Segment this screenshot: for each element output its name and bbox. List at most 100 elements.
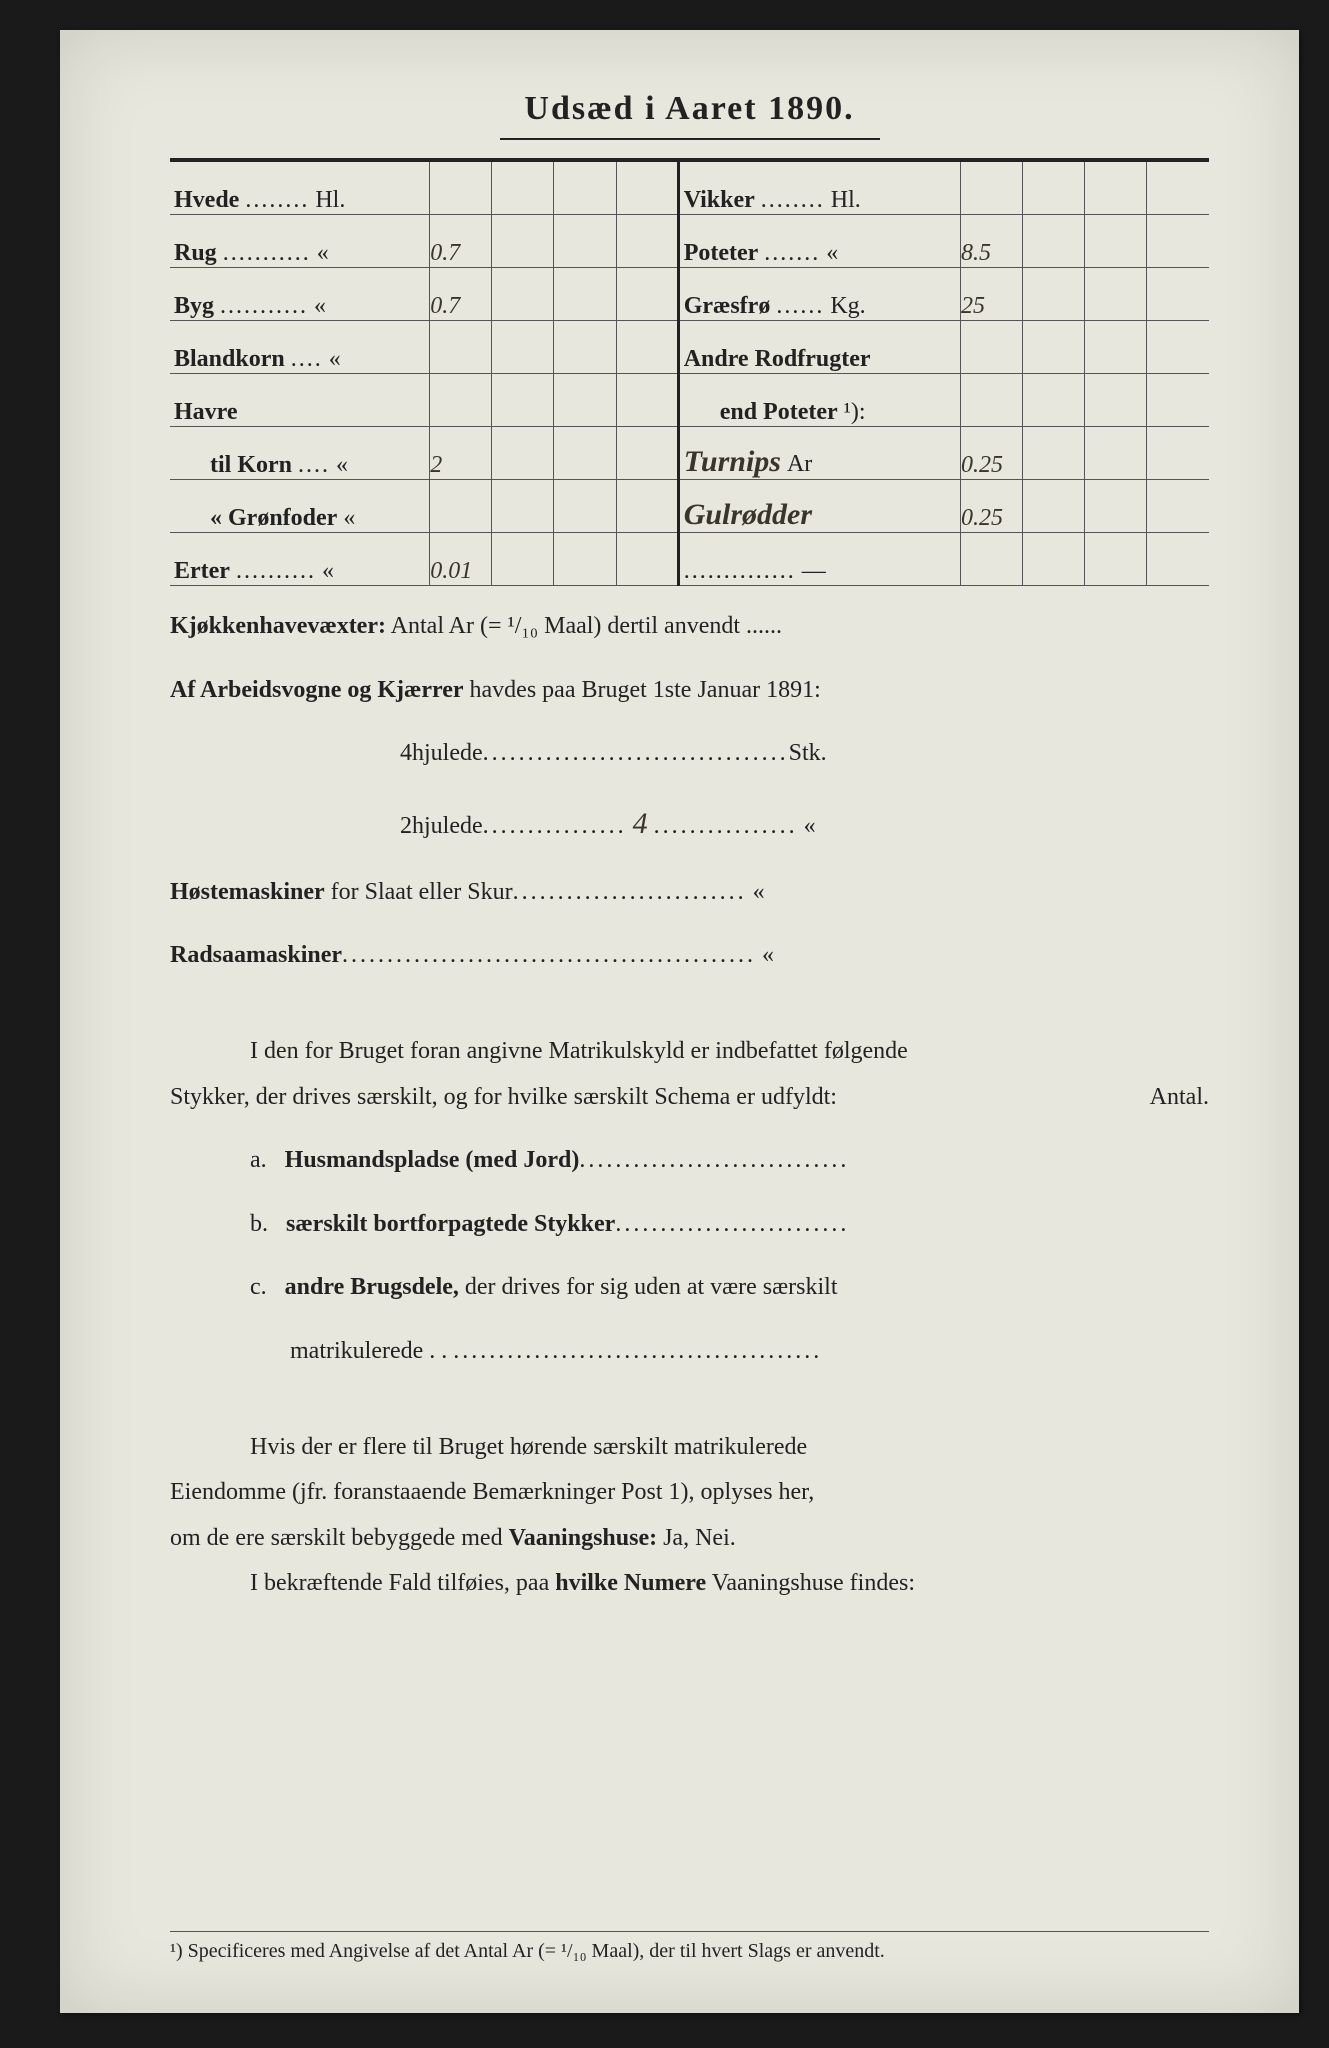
para1-line2: Stykker, der drives særskilt, og for hvi… (170, 1075, 1209, 1121)
grid-cell (1085, 374, 1147, 427)
grid-cell (492, 374, 554, 427)
crop-label-right: Græsfrø ...... Kg. (678, 268, 960, 321)
crop-label-left: Blandkorn .... « (170, 321, 430, 374)
radsaa-line: Radsaamaskiner .........................… (170, 933, 1209, 979)
grid-cell (1147, 268, 1209, 321)
dots: .......................... (615, 1202, 849, 1248)
grid-cell (554, 533, 616, 586)
grid-cell (1023, 374, 1085, 427)
crop-label-left: Erter .......... « (170, 533, 430, 586)
crop-label-right: end Poteter ¹): (678, 374, 960, 427)
crop-label-right: Gulrødder (678, 480, 960, 533)
grid-cell (616, 162, 678, 215)
grid-cell (492, 215, 554, 268)
grid-cell (1023, 480, 1085, 533)
scan-background: Udsæd i Aaret 1890. Hvede ........ Hl.Vi… (0, 0, 1329, 2048)
wagon-4-unit: Stk. (789, 740, 827, 766)
dots: ................ (654, 804, 798, 850)
list-b-bold: særskilt bortforpagtede Stykker (286, 1211, 615, 1237)
para2-line4: I bekræftende Fald tilføies, paa hvilke … (170, 1561, 1209, 1607)
grid-cell (1085, 268, 1147, 321)
crop-label-right: Turnips Ar (678, 427, 960, 480)
crop-label-right: .............. — (678, 533, 960, 586)
grid-cell (492, 162, 554, 215)
list-c-label: c. (250, 1274, 267, 1300)
para1-line2-text: Stykker, der drives særskilt, og for hvi… (170, 1084, 837, 1110)
grid-cell (492, 480, 554, 533)
wagon-2-value: 4 (633, 807, 648, 840)
crop-label-left: Rug ........... « (170, 215, 430, 268)
para2-line3: om de ere særskilt bebyggede med Vaaning… (170, 1516, 1209, 1562)
dots: ........................................… (342, 933, 756, 979)
crop-row: Havre end Poteter ¹): (170, 374, 1209, 427)
crop-row: Byg ........... «0.7Græsfrø ...... Kg.25 (170, 268, 1209, 321)
crop-label-left: Byg ........... « (170, 268, 430, 321)
radsaa-unit: « (762, 942, 774, 968)
crop-label-right: Andre Rodfrugter (678, 321, 960, 374)
grid-cell (1147, 162, 1209, 215)
wagon-2-unit: « (804, 813, 816, 839)
list-c-bold: andre Brugsdele, (285, 1274, 459, 1300)
document-page: Udsæd i Aaret 1890. Hvede ........ Hl.Vi… (60, 30, 1299, 2013)
grid-cell (616, 533, 678, 586)
grid-cell (554, 427, 616, 480)
para1-line1: I den for Bruget foran angivne Matrikuls… (170, 1029, 1209, 1075)
list-c-tail1: der drives for sig uden at være særskilt (459, 1274, 838, 1300)
antal-label: Antal. (1150, 1075, 1209, 1121)
wagon-4-label: 4hjulede (400, 740, 483, 766)
crop-label-left: til Korn .... « (170, 427, 430, 480)
crop-value-left: 0.01 (430, 533, 492, 586)
grid-cell (616, 427, 678, 480)
dots: .............................. (579, 1138, 849, 1184)
radsaa-lead: Radsaamaskiner (170, 942, 342, 968)
crop-table: Hvede ........ Hl.Vikker ........ Hl.Rug… (170, 162, 1209, 586)
grid-cell (554, 215, 616, 268)
wagon-2wheel-row: 2hjulede ................ 4 ............… (400, 795, 1209, 852)
crop-value-left (430, 162, 492, 215)
para2-l3c: Ja, Nei. (657, 1525, 736, 1551)
dots: ........................................… (453, 1329, 822, 1375)
grid-cell (1085, 427, 1147, 480)
list-a: a. Husmandspladse (med Jord) ...........… (250, 1138, 1209, 1184)
grid-cell (1023, 427, 1085, 480)
crop-value-left: 0.7 (430, 215, 492, 268)
crop-label-right: Poteter ....... « (678, 215, 960, 268)
grid-cell (554, 374, 616, 427)
dots: ................ (483, 804, 627, 850)
crop-value-right: 0.25 (961, 427, 1023, 480)
grid-cell (616, 268, 678, 321)
para2-line1: Hvis der er flere til Bruget hørende sær… (170, 1425, 1209, 1471)
crop-label-left: Havre (170, 374, 430, 427)
grid-cell (554, 321, 616, 374)
list-c-tail2: matrikulerede . . (290, 1338, 453, 1364)
crop-value-right (961, 374, 1023, 427)
crop-row: « Grønfoder «Gulrødder 0.25 (170, 480, 1209, 533)
grid-cell (1085, 533, 1147, 586)
hoste-unit: « (753, 879, 765, 905)
list-b: b. særskilt bortforpagtede Stykker .....… (250, 1202, 1209, 1248)
para2-l3b: Vaaningshuse: (509, 1525, 658, 1551)
grid-cell (616, 215, 678, 268)
grid-cell (554, 268, 616, 321)
wagons-tail: havdes paa Bruget 1ste Januar 1891: (464, 677, 821, 703)
grid-cell (1023, 321, 1085, 374)
grid-cell (492, 268, 554, 321)
grid-cell (1085, 480, 1147, 533)
crop-row: Rug ........... «0.7Poteter ....... «8.5 (170, 215, 1209, 268)
grid-cell (616, 374, 678, 427)
kjokken-line: Kjøkkenhavevæxter: Antal Ar (= ¹/₁₀ Maal… (170, 604, 1209, 650)
grid-cell (1085, 215, 1147, 268)
hoste-lead: Høstemaskiner (170, 879, 325, 905)
para2-l4c: Vaaningshuse findes: (706, 1570, 915, 1596)
title-underline (500, 138, 880, 140)
list-a-bold: Husmandspladse (med Jord) (285, 1147, 580, 1173)
para2-l4a: I bekræftende Fald tilføies, paa (250, 1570, 555, 1596)
crop-value-right (961, 533, 1023, 586)
crop-value-left (430, 321, 492, 374)
crop-row: Erter .......... «0.01 .............. — (170, 533, 1209, 586)
dots: .................................. (483, 731, 789, 777)
crop-value-right (961, 321, 1023, 374)
crop-value-right: 25 (961, 268, 1023, 321)
dots: .......................... (513, 870, 747, 916)
grid-cell (616, 480, 678, 533)
